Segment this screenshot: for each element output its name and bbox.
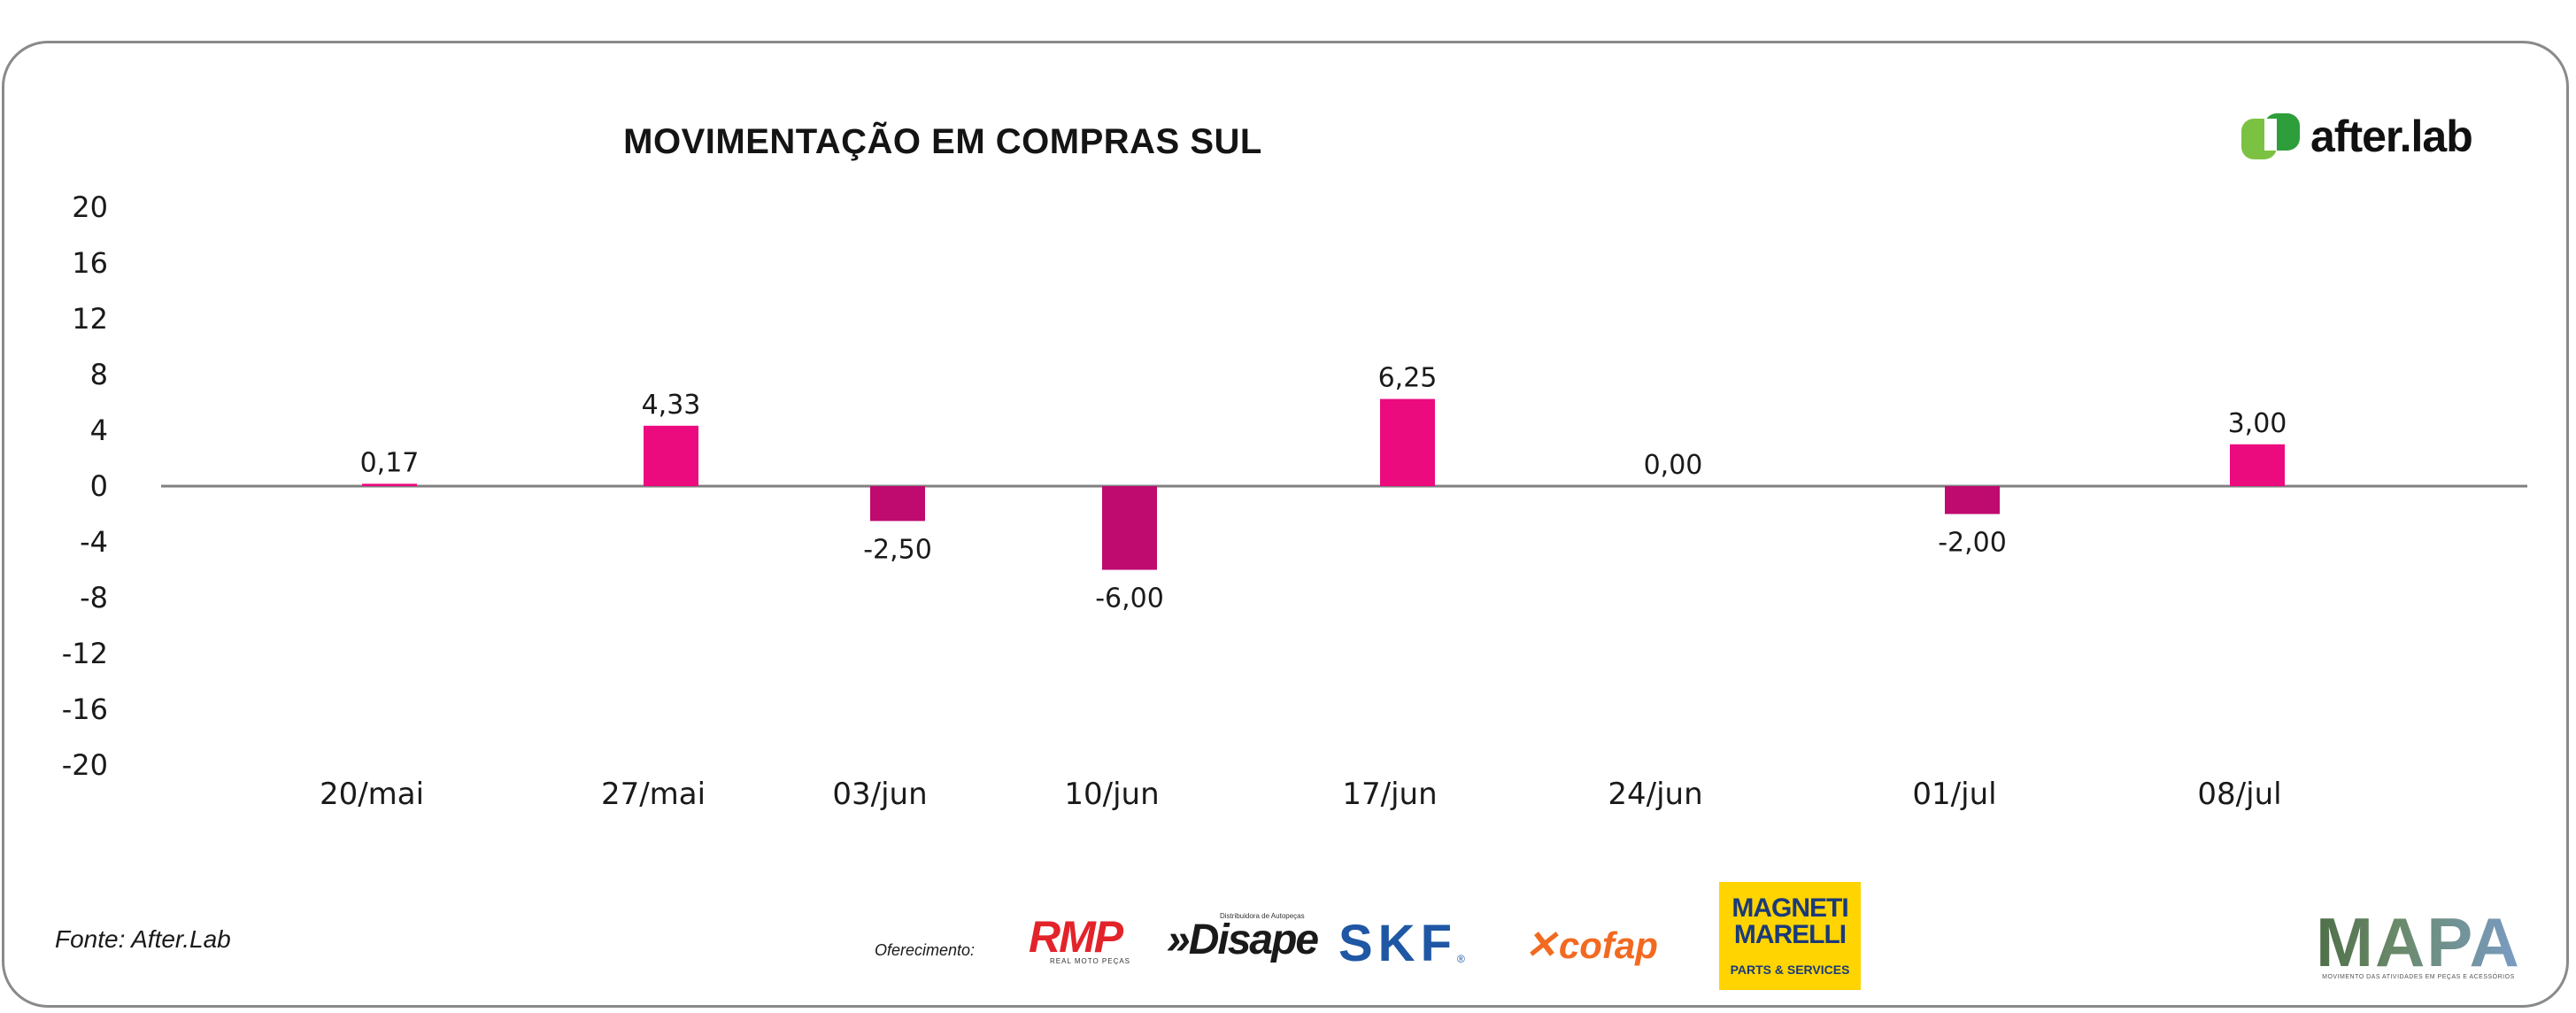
data-label: -2,00 xyxy=(1938,528,2007,559)
source-note: Fonte: After.Lab xyxy=(55,925,231,953)
bar xyxy=(870,486,925,522)
skf-wordmark: SKF xyxy=(1338,915,1457,972)
y-tick-label: 0 xyxy=(90,469,108,503)
bar xyxy=(362,483,417,486)
x-tick-label: 20/mai xyxy=(320,777,424,812)
sponsor-label: Oferecimento: xyxy=(875,941,976,959)
data-label: -6,00 xyxy=(1095,584,1164,615)
mapa-tagline: MOVIMENTO DAS ATIVIDADES EM PEÇAS E ACES… xyxy=(2322,974,2515,980)
cofap-logo: ✕ cofap xyxy=(1524,923,1658,968)
bar xyxy=(644,425,698,486)
cofap-wordmark: cofap xyxy=(1558,924,1658,966)
x-tick-label: 08/jul xyxy=(2197,777,2281,812)
magneti-marelli-logo: MAGNETI MARELLI PARTS & SERVICES xyxy=(1719,882,1861,990)
mapa-logo: MAPA MOVIMENTO DAS ATIVIDADES EM PEÇAS E… xyxy=(2316,903,2521,981)
x-tick-label: 03/jun xyxy=(832,777,927,812)
disape-wordmark: »Disape xyxy=(1167,916,1319,963)
x-tick-label: 27/mai xyxy=(601,777,706,812)
bar xyxy=(2230,444,2285,486)
y-tick-label: 16 xyxy=(72,246,108,280)
skf-logo: SKF ® xyxy=(1338,917,1465,970)
y-tick-label: 12 xyxy=(72,302,108,336)
x-tick-label: 10/jun xyxy=(1064,777,1159,812)
y-tick-label: 4 xyxy=(90,414,108,447)
cofap-x-icon: ✕ xyxy=(1524,924,1557,967)
magneti-line1: MAGNETI xyxy=(1731,893,1848,923)
data-label: 0,17 xyxy=(360,447,420,478)
y-tick-label: -20 xyxy=(62,748,108,782)
skf-registered-mark: ® xyxy=(1457,953,1465,965)
data-label: 4,33 xyxy=(642,390,701,421)
afterlab-logo: after.lab xyxy=(2240,110,2473,163)
y-tick-label: -4 xyxy=(80,525,108,559)
bar xyxy=(1102,486,1157,570)
y-tick-label: -12 xyxy=(62,637,108,670)
y-tick-label: -8 xyxy=(80,581,108,615)
chart-card xyxy=(2,41,2569,1008)
y-tick-label: -16 xyxy=(62,692,108,726)
bar xyxy=(1380,398,1435,486)
data-label: -2,50 xyxy=(863,534,932,565)
rmp-tagline: REAL MOTO PEÇAS xyxy=(1050,957,1131,965)
x-tick-label: 17/jun xyxy=(1342,777,1437,812)
rmp-wordmark: RMP xyxy=(1029,912,1123,962)
afterlab-wordmark: after.lab xyxy=(2310,112,2473,161)
y-tick-label: 20 xyxy=(72,190,108,224)
magneti-line3: PARTS & SERVICES xyxy=(1730,963,1850,977)
magneti-line2: MARELLI xyxy=(1733,920,1847,949)
x-tick-label: 01/jul xyxy=(1912,777,1996,812)
rmp-logo: RMP REAL MOTO PEÇAS xyxy=(1029,912,1149,970)
data-label: 3,00 xyxy=(2228,408,2287,439)
afterlab-mark-icon xyxy=(2240,110,2303,163)
bar-chart: 20 16 12 8 4 0 -4 -8 -12 -16 -20 0,17 4,33 -2,50 -6,0… xyxy=(62,190,2527,812)
bar xyxy=(1945,486,2000,514)
y-tick-label: 8 xyxy=(90,358,108,391)
data-label: 6,25 xyxy=(1378,363,1438,394)
chart-title: MOVIMENTAÇÃO EM COMPRAS SUL xyxy=(623,122,1262,161)
mapa-wordmark: MAPA xyxy=(2316,903,2521,981)
x-tick-label: 24/jun xyxy=(1608,777,1702,812)
data-label: 0,00 xyxy=(1644,450,1703,481)
disape-tagline: Distribuidora de Autopeças xyxy=(1220,912,1305,920)
disape-logo: Distribuidora de Autopeças »Disape xyxy=(1167,912,1319,963)
